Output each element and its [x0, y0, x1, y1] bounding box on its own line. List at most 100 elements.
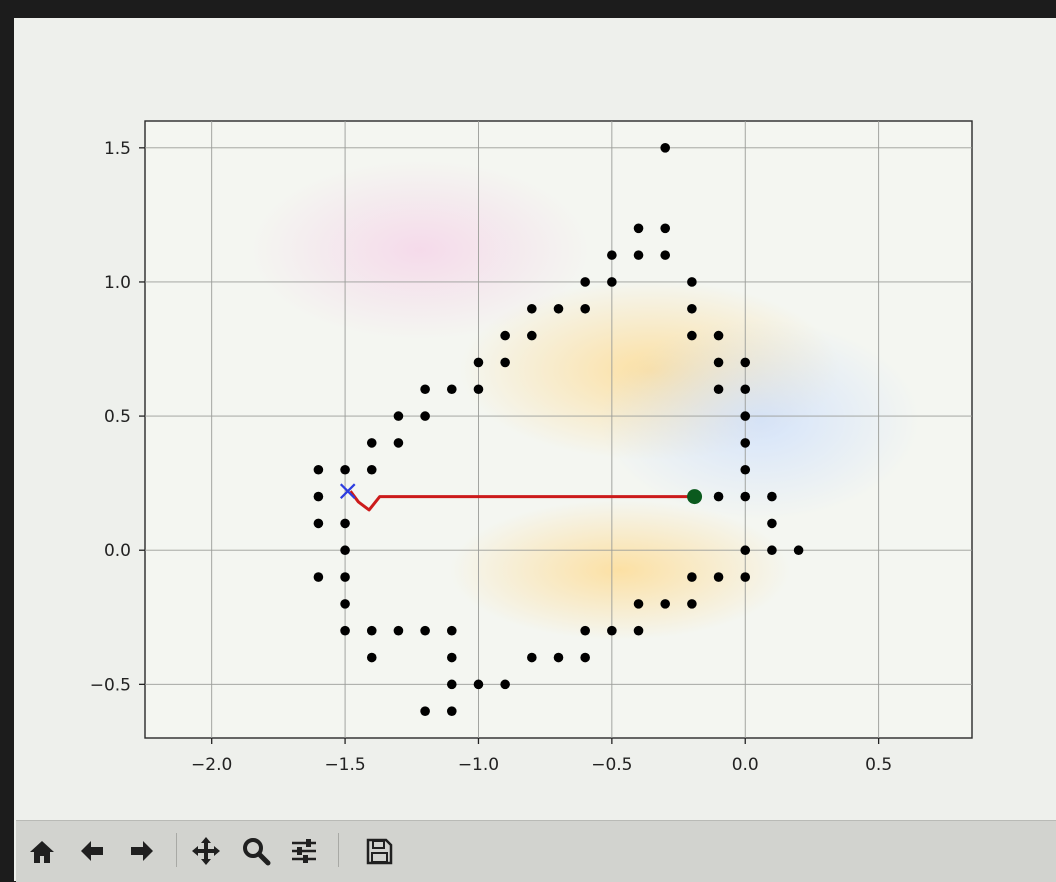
- obstacle-point: [740, 572, 751, 582]
- obstacle-point: [580, 625, 590, 636]
- back-button[interactable]: [74, 831, 110, 871]
- obstacle-point: [446, 652, 457, 663]
- obstacle-point: [713, 384, 724, 395]
- obstacle-point: [580, 652, 590, 663]
- pan-icon: [192, 837, 220, 865]
- obstacle-point: [687, 572, 697, 582]
- obstacle-point: [740, 491, 751, 502]
- obstacle-point: [660, 599, 671, 609]
- obstacle-point: [687, 330, 697, 341]
- obstacle-point: [500, 330, 510, 341]
- obstacle-point: [393, 625, 404, 636]
- obstacle-point: [340, 464, 350, 475]
- obstacle-point: [633, 250, 644, 260]
- x-tick-label: −1.5: [324, 755, 365, 775]
- obstacle-point: [713, 330, 724, 341]
- obstacle-point: [553, 652, 564, 663]
- planned-path-line: [349, 490, 695, 512]
- screen-glare: [450, 500, 790, 640]
- obstacle-point: [660, 143, 671, 153]
- obstacle-point: [366, 652, 377, 663]
- obstacle-point: [740, 464, 751, 475]
- screen-glare: [250, 160, 590, 340]
- save-button[interactable]: [361, 831, 397, 871]
- back-arrow-icon: [81, 841, 103, 861]
- y-tick-label: 0.5: [104, 407, 131, 427]
- toolbar-divider: [176, 833, 177, 867]
- obstacle-point: [740, 384, 751, 395]
- obstacle-point: [340, 518, 350, 529]
- obstacle-point: [473, 384, 484, 395]
- x-tick-label: −0.5: [591, 755, 632, 775]
- obstacle-point: [313, 491, 324, 502]
- obstacle-point: [740, 357, 751, 368]
- obstacle-point: [340, 599, 350, 609]
- obstacle-point: [500, 357, 510, 368]
- obstacle-point: [527, 303, 537, 314]
- obstacle-point: [420, 384, 430, 395]
- obstacle-point: [366, 464, 377, 475]
- obstacle-point: [340, 572, 350, 582]
- screen-glare: [600, 320, 920, 520]
- obstacle-point: [446, 384, 457, 395]
- obstacle-point: [393, 438, 404, 448]
- obstacle-point: [660, 250, 671, 260]
- obstacle-point: [366, 438, 377, 448]
- obstacle-point: [687, 277, 697, 287]
- obstacle-point: [713, 572, 724, 582]
- y-tick-label: 1.0: [104, 273, 131, 293]
- obstacle-point: [313, 572, 324, 582]
- obstacle-point: [340, 545, 350, 556]
- obstacle-point: [607, 250, 617, 260]
- obstacle-point: [446, 625, 457, 636]
- start-marker: [339, 483, 356, 499]
- obstacle-point: [740, 438, 751, 448]
- y-tick-label: 1.5: [104, 139, 131, 159]
- obstacle-point: [687, 599, 697, 609]
- obstacle-point: [446, 706, 457, 716]
- obstacle-point: [633, 625, 644, 636]
- obstacle-point: [420, 706, 430, 716]
- obstacle-point: [366, 625, 377, 636]
- pan-button[interactable]: [188, 831, 224, 871]
- obstacle-point: [713, 491, 724, 502]
- configure-subplots-button[interactable]: [286, 831, 322, 871]
- obstacle-point: [713, 357, 724, 368]
- obstacle-point: [607, 277, 617, 287]
- obstacle-point: [633, 599, 644, 609]
- start-marker-stroke: [339, 483, 356, 499]
- obstacle-point: [660, 223, 671, 234]
- x-tick-label: −1.0: [458, 755, 499, 775]
- forward-button[interactable]: [124, 831, 160, 871]
- obstacle-point: [473, 357, 484, 368]
- obstacle-point: [553, 303, 564, 314]
- obstacle-point: [687, 303, 697, 314]
- forward-arrow-icon: [131, 841, 153, 861]
- obstacle-point: [340, 625, 350, 636]
- obstacle-point: [420, 411, 430, 421]
- obstacle-point: [793, 545, 804, 556]
- obstacle-point: [527, 330, 537, 341]
- obstacle-point: [767, 545, 777, 556]
- obstacle-point: [313, 464, 324, 475]
- navigation-toolbar: [16, 820, 1056, 882]
- obstacle-point: [580, 303, 590, 314]
- x-tick-label: 0.5: [865, 755, 892, 775]
- x-tick-label: −2.0: [191, 755, 232, 775]
- obstacle-point: [446, 679, 457, 690]
- obstacle-point: [420, 625, 430, 636]
- obstacle-point: [473, 679, 484, 690]
- obstacle-point: [607, 625, 617, 636]
- save-icon: [366, 838, 393, 865]
- obstacle-point: [740, 411, 751, 421]
- obstacle-point: [767, 491, 777, 502]
- home-button[interactable]: [24, 831, 60, 871]
- zoom-button[interactable]: [238, 831, 274, 871]
- configure-subplots-icon: [292, 839, 316, 863]
- obstacle-point: [500, 679, 510, 690]
- obstacle-point: [633, 223, 644, 234]
- zoom-icon: [243, 838, 271, 866]
- obstacle-point: [580, 277, 590, 287]
- obstacle-point: [767, 518, 777, 529]
- obstacle-point: [313, 518, 324, 529]
